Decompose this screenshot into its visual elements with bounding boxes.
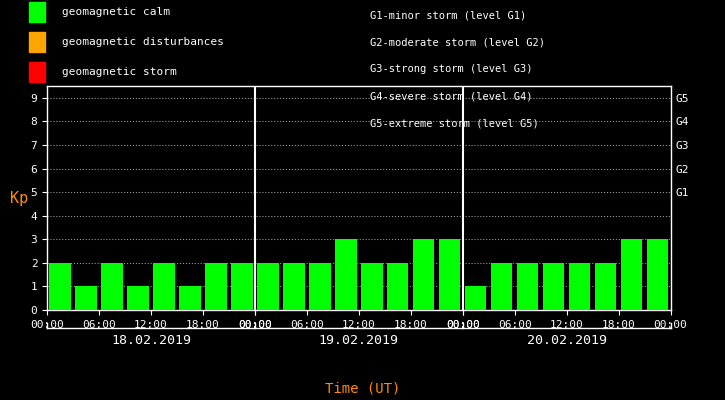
Bar bbox=[621, 239, 642, 310]
Bar bbox=[647, 239, 668, 310]
Bar bbox=[335, 239, 357, 310]
Y-axis label: Kp: Kp bbox=[10, 190, 29, 206]
Bar bbox=[310, 263, 331, 310]
Bar bbox=[154, 263, 175, 310]
Bar bbox=[387, 263, 408, 310]
Bar bbox=[491, 263, 513, 310]
Bar bbox=[102, 263, 123, 310]
Bar bbox=[413, 239, 434, 310]
Bar bbox=[517, 263, 539, 310]
Text: G4-severe storm (level G4): G4-severe storm (level G4) bbox=[370, 92, 532, 102]
Text: G3-strong storm (level G3): G3-strong storm (level G3) bbox=[370, 64, 532, 74]
Text: G5-extreme storm (level G5): G5-extreme storm (level G5) bbox=[370, 119, 539, 129]
Text: 19.02.2019: 19.02.2019 bbox=[319, 334, 399, 347]
Bar bbox=[179, 286, 201, 310]
Text: 20.02.2019: 20.02.2019 bbox=[526, 334, 607, 347]
Bar bbox=[595, 263, 616, 310]
Bar bbox=[205, 263, 227, 310]
Bar bbox=[439, 239, 460, 310]
Bar bbox=[49, 263, 71, 310]
Bar bbox=[75, 286, 96, 310]
Bar bbox=[543, 263, 564, 310]
Bar bbox=[128, 286, 149, 310]
Text: geomagnetic storm: geomagnetic storm bbox=[62, 67, 176, 77]
Bar bbox=[361, 263, 383, 310]
Bar bbox=[465, 286, 486, 310]
Bar bbox=[231, 263, 252, 310]
Text: Time (UT): Time (UT) bbox=[325, 382, 400, 396]
Text: 18.02.2019: 18.02.2019 bbox=[111, 334, 191, 347]
Text: G1-minor storm (level G1): G1-minor storm (level G1) bbox=[370, 10, 526, 20]
Text: G2-moderate storm (level G2): G2-moderate storm (level G2) bbox=[370, 37, 544, 47]
Text: geomagnetic calm: geomagnetic calm bbox=[62, 7, 170, 17]
Text: geomagnetic disturbances: geomagnetic disturbances bbox=[62, 37, 223, 47]
Bar bbox=[283, 263, 304, 310]
Bar bbox=[569, 263, 590, 310]
Bar bbox=[257, 263, 278, 310]
